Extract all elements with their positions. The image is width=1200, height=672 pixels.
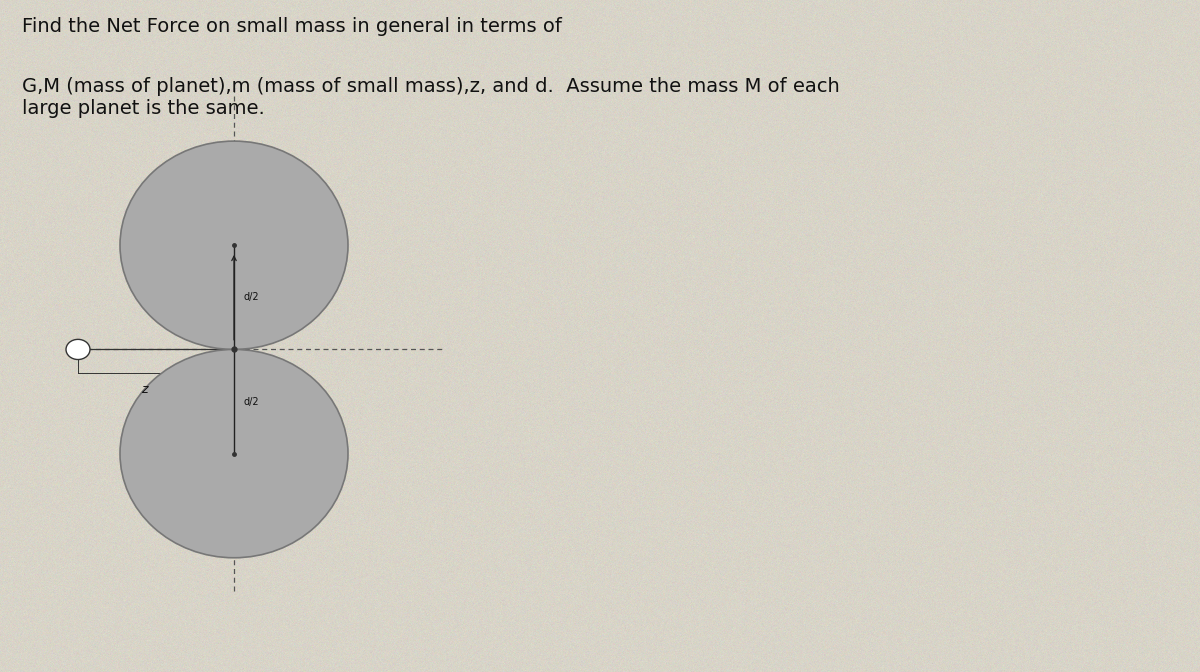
Text: z: z	[140, 383, 148, 396]
Text: d/2: d/2	[244, 396, 259, 407]
Text: Find the Net Force on small mass in general in terms of: Find the Net Force on small mass in gene…	[22, 17, 562, 36]
Text: d/2: d/2	[244, 292, 259, 302]
Text: G,M (mass of planet),m (mass of small mass),z, and d.  Assume the mass M of each: G,M (mass of planet),m (mass of small ma…	[22, 77, 839, 118]
Ellipse shape	[120, 349, 348, 558]
Ellipse shape	[120, 141, 348, 349]
Ellipse shape	[66, 339, 90, 360]
